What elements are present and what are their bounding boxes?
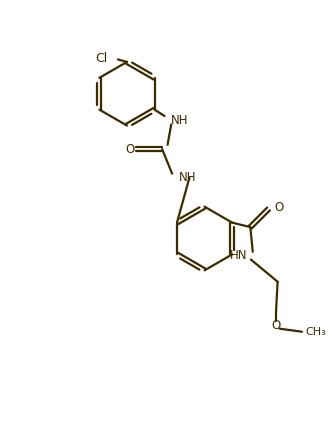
Text: CH₃: CH₃ [305,327,326,337]
Text: NH: NH [171,114,189,127]
Text: NH: NH [179,172,196,184]
Text: HN: HN [230,249,247,262]
Text: Cl: Cl [95,52,107,65]
Text: O: O [274,201,283,214]
Text: O: O [125,143,134,156]
Text: O: O [271,319,281,332]
